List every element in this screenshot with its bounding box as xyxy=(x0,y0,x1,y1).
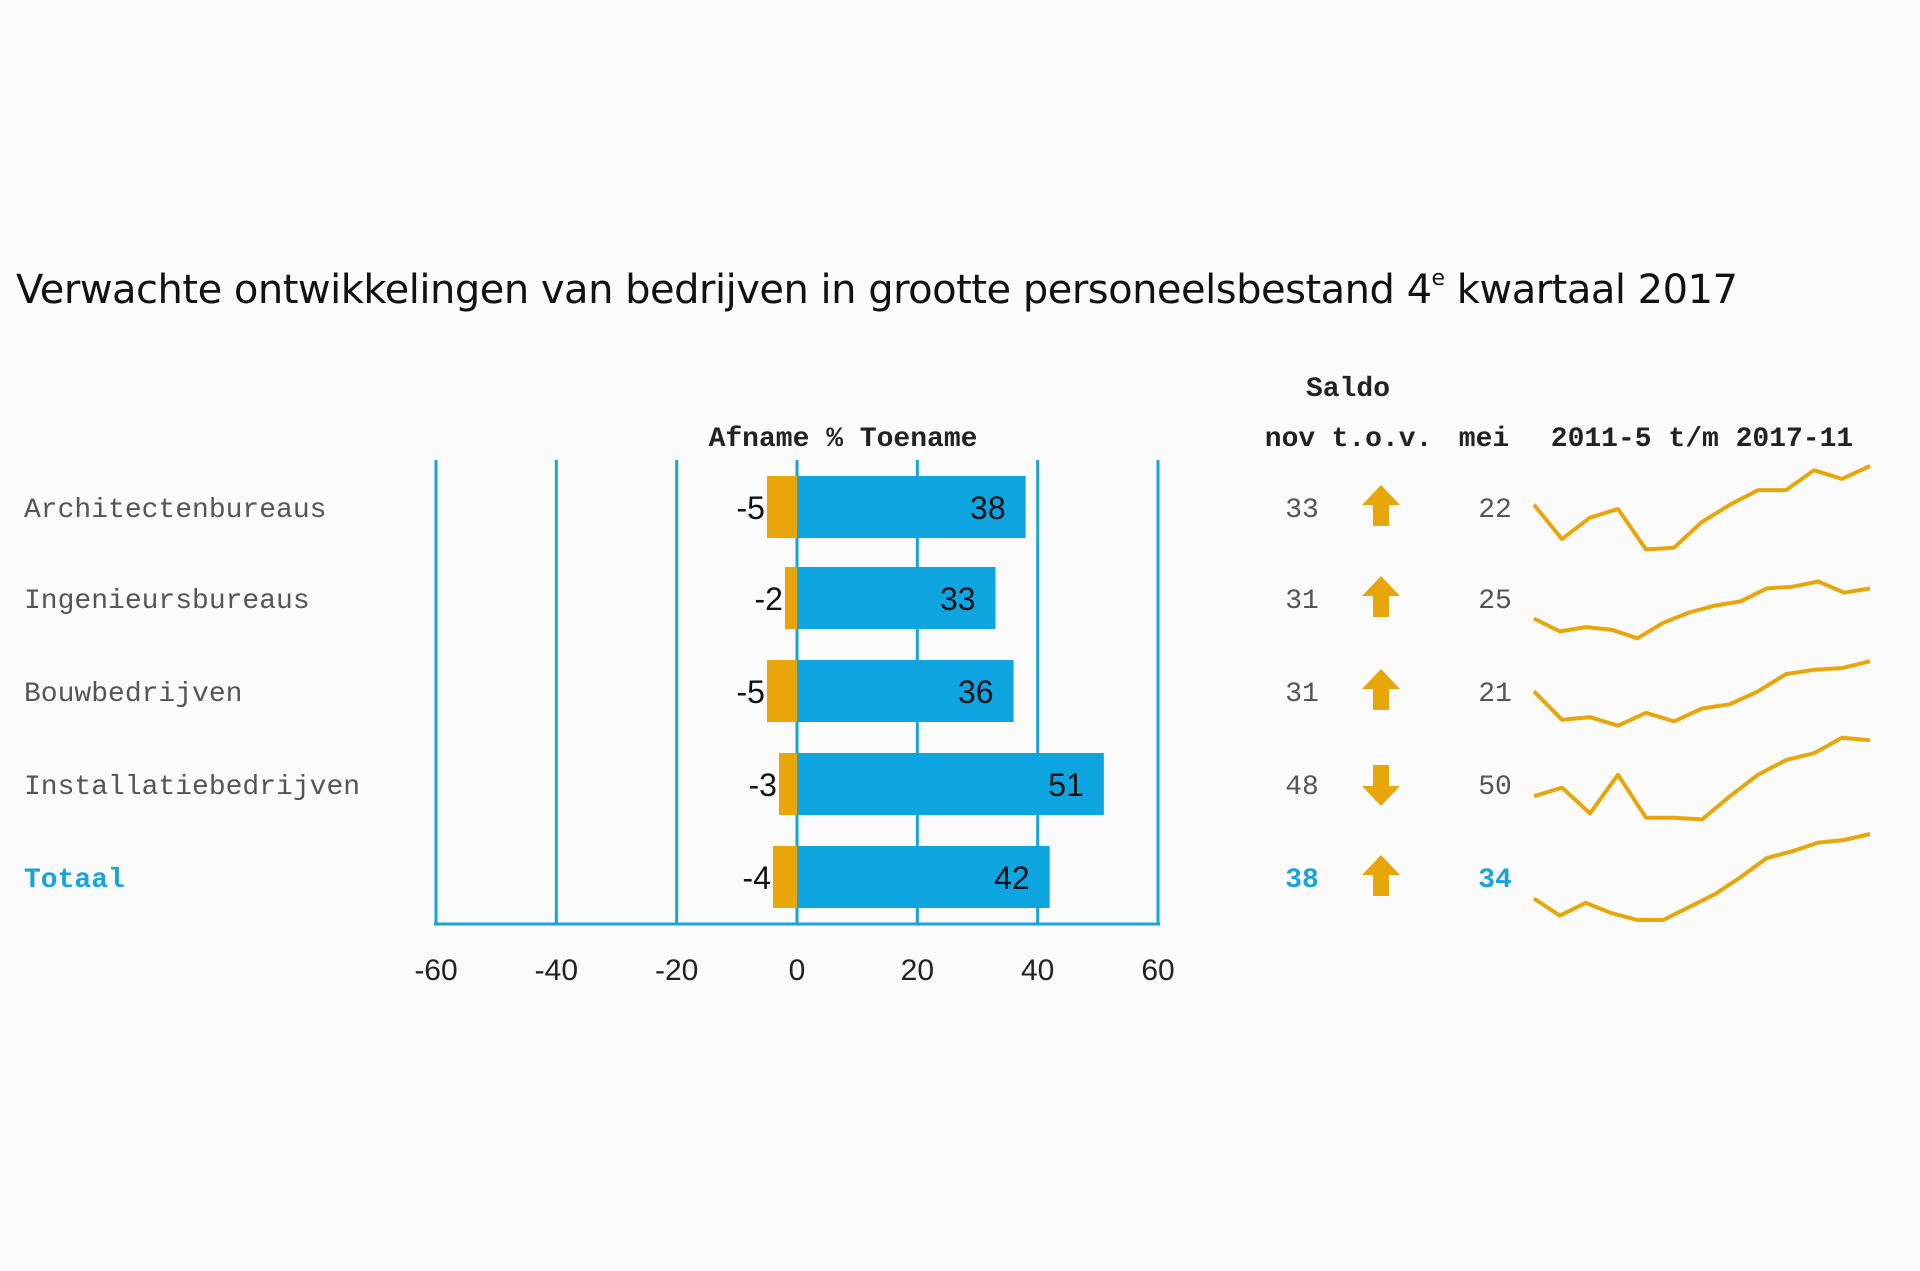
category-label: Totaal xyxy=(24,865,125,896)
table-header: mei xyxy=(1459,424,1509,455)
saldo-nov: 38 xyxy=(1285,865,1319,896)
sparkline xyxy=(1532,832,1871,922)
chart-title: Verwachte ontwikkelingen van bedrijven i… xyxy=(16,266,1738,313)
bar-toename xyxy=(797,846,1050,908)
data-label-toename: 36 xyxy=(958,674,994,710)
saldo-mei: 50 xyxy=(1478,772,1512,803)
category-label: Installatiebedrijven xyxy=(24,772,360,803)
bar-afname xyxy=(766,660,797,722)
data-label-afname: -2 xyxy=(755,581,783,617)
data-label-afname: -3 xyxy=(748,767,776,803)
data-label-afname: -5 xyxy=(736,674,764,710)
arrow-up-icon xyxy=(1362,855,1400,896)
data-label-afname: -4 xyxy=(742,860,770,896)
sparkline xyxy=(1532,659,1871,728)
saldo-mei: 21 xyxy=(1478,679,1512,710)
saldo-mei: 25 xyxy=(1478,586,1512,617)
x-tick-label: 60 xyxy=(1141,954,1174,987)
table-header: t.o.v. xyxy=(1332,424,1433,455)
bar-toename xyxy=(797,476,1026,538)
sparkline xyxy=(1532,464,1871,552)
bar-afname xyxy=(784,567,797,629)
data-label-toename: 38 xyxy=(970,490,1006,526)
saldo-mei: 22 xyxy=(1478,495,1512,526)
arrow-down-icon xyxy=(1362,765,1400,806)
category-label: Architectenbureaus xyxy=(24,495,326,526)
bar-afname xyxy=(772,846,797,908)
table-header-saldo: Saldo xyxy=(1306,374,1390,405)
x-tick-label: 40 xyxy=(1021,954,1054,987)
x-tick-label: -40 xyxy=(535,954,578,987)
arrow-up-icon xyxy=(1362,669,1400,710)
bar-toename xyxy=(797,753,1104,815)
category-label: Bouwbedrijven xyxy=(24,679,242,710)
saldo-nov: 33 xyxy=(1285,495,1319,526)
data-label-afname: -5 xyxy=(736,490,764,526)
bar-toename xyxy=(797,567,996,629)
x-tick-label: -60 xyxy=(414,954,457,987)
table-header: nov xyxy=(1265,424,1316,455)
axis-label: Afname % Toename xyxy=(709,424,978,455)
data-label-toename: 42 xyxy=(994,860,1030,896)
data-label-toename: 33 xyxy=(940,581,976,617)
saldo-nov: 48 xyxy=(1285,772,1319,803)
bar-toename xyxy=(797,660,1014,722)
category-label: Ingenieursbureaus xyxy=(24,586,310,617)
saldo-mei: 34 xyxy=(1478,865,1512,896)
table-header: 2011-5 t/m 2017-11 xyxy=(1551,424,1853,455)
data-label-toename: 51 xyxy=(1048,767,1084,803)
arrow-up-icon xyxy=(1362,485,1400,526)
bar-afname xyxy=(766,476,797,538)
arrow-up-icon xyxy=(1362,576,1400,617)
sparkline xyxy=(1533,735,1871,822)
x-tick-label: -20 xyxy=(655,954,698,987)
saldo-nov: 31 xyxy=(1285,586,1319,617)
saldo-nov: 31 xyxy=(1285,679,1319,710)
bar-afname xyxy=(778,753,797,815)
sparkline xyxy=(1533,579,1871,641)
x-tick-label: 0 xyxy=(789,954,806,987)
x-tick-label: 20 xyxy=(901,954,934,987)
